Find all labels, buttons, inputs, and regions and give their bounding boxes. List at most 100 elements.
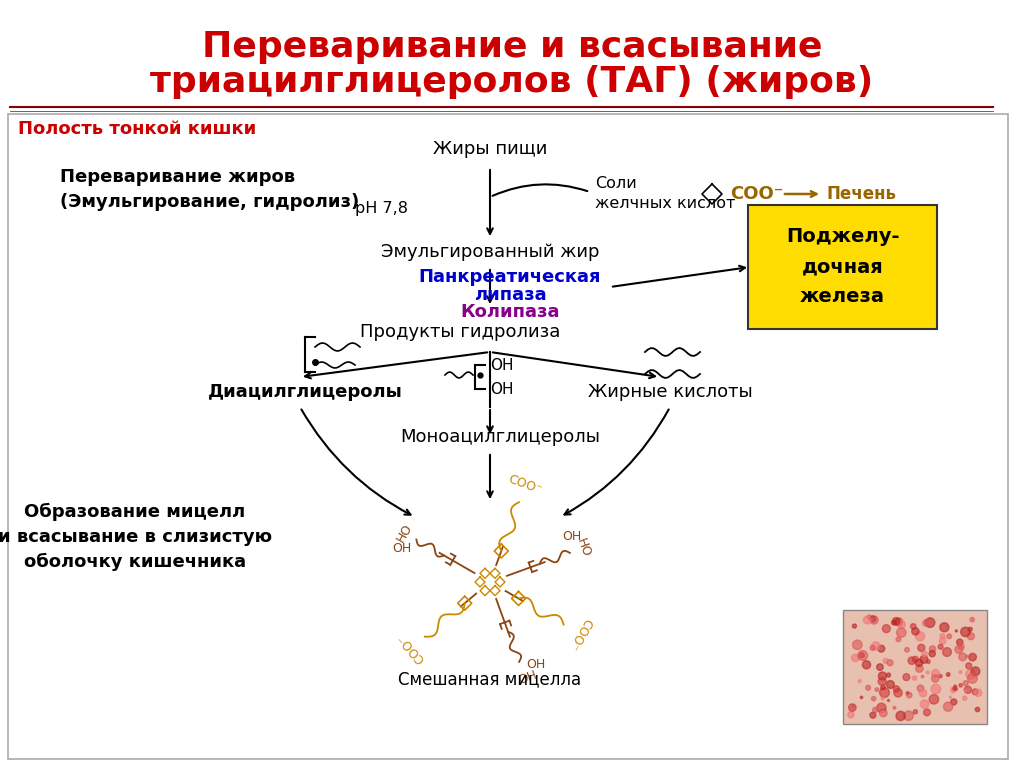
Circle shape [932, 675, 939, 682]
Circle shape [966, 670, 976, 679]
Text: pH 7,8: pH 7,8 [355, 202, 408, 216]
Circle shape [922, 676, 924, 678]
Circle shape [893, 617, 900, 625]
Circle shape [887, 673, 891, 677]
Text: HO: HO [513, 666, 536, 684]
Text: Колипаза: Колипаза [460, 303, 560, 321]
Circle shape [927, 660, 930, 663]
Text: Соли: Соли [595, 176, 637, 192]
Circle shape [896, 637, 901, 642]
Circle shape [870, 645, 876, 650]
Text: желчных кислот: желчных кислот [595, 196, 735, 212]
Circle shape [908, 657, 915, 664]
Circle shape [912, 676, 916, 680]
Text: липаза: липаза [474, 286, 547, 304]
Circle shape [853, 640, 862, 650]
Text: оболочку кишечника: оболочку кишечника [24, 553, 246, 571]
Circle shape [860, 696, 862, 699]
Circle shape [852, 705, 854, 707]
Circle shape [849, 704, 856, 711]
Circle shape [955, 646, 963, 653]
Circle shape [910, 624, 916, 629]
Circle shape [903, 673, 910, 680]
Circle shape [871, 642, 880, 650]
Circle shape [926, 671, 929, 674]
Circle shape [968, 627, 972, 631]
Circle shape [858, 650, 867, 660]
Circle shape [958, 653, 967, 660]
Circle shape [897, 628, 906, 637]
Text: и всасывание в слизистую: и всасывание в слизистую [0, 528, 272, 546]
Circle shape [955, 630, 957, 632]
Circle shape [881, 711, 885, 716]
Circle shape [975, 689, 982, 696]
Circle shape [904, 711, 913, 720]
Circle shape [893, 706, 896, 709]
Text: триацилглицеролов (ТАГ) (жиров): триацилглицеролов (ТАГ) (жиров) [151, 65, 873, 99]
Circle shape [939, 637, 946, 644]
Circle shape [970, 617, 975, 622]
Circle shape [877, 703, 886, 713]
Circle shape [880, 709, 887, 717]
Circle shape [869, 616, 876, 622]
Circle shape [852, 624, 856, 628]
Circle shape [915, 632, 925, 641]
Circle shape [878, 645, 885, 652]
Circle shape [865, 686, 870, 690]
Circle shape [872, 707, 878, 713]
Circle shape [882, 697, 884, 700]
Text: OH: OH [490, 357, 513, 373]
Circle shape [949, 696, 951, 698]
FancyBboxPatch shape [843, 610, 987, 724]
Text: Эмульгированный жир: Эмульгированный жир [381, 243, 599, 261]
Text: Панкреатическая: Панкреатическая [419, 268, 601, 286]
Text: OH: OH [490, 381, 513, 397]
Text: (Эмульгирование, гидролиз): (Эмульгирование, гидролиз) [60, 193, 359, 211]
Circle shape [920, 656, 928, 663]
Circle shape [918, 685, 924, 692]
Circle shape [966, 663, 972, 669]
Circle shape [929, 650, 935, 657]
Circle shape [880, 688, 890, 697]
Circle shape [887, 680, 894, 689]
Text: COO⁻: COO⁻ [565, 615, 594, 652]
Text: дочная: дочная [802, 258, 884, 276]
Circle shape [879, 677, 886, 686]
Circle shape [946, 673, 950, 676]
Circle shape [858, 680, 861, 683]
Circle shape [918, 644, 925, 651]
Circle shape [959, 670, 962, 673]
Circle shape [887, 660, 893, 666]
Circle shape [895, 618, 902, 626]
Circle shape [952, 687, 956, 690]
Text: железа: железа [800, 288, 885, 307]
Circle shape [938, 644, 943, 649]
Circle shape [879, 672, 887, 680]
Circle shape [920, 690, 927, 697]
Circle shape [870, 616, 879, 624]
Text: COO⁻: COO⁻ [507, 473, 544, 497]
Circle shape [953, 685, 956, 688]
FancyBboxPatch shape [748, 205, 937, 329]
Circle shape [958, 683, 963, 687]
Circle shape [971, 667, 980, 676]
Text: Полость тонкой кишки: Полость тонкой кишки [18, 120, 256, 138]
Circle shape [863, 616, 871, 624]
Circle shape [939, 674, 942, 678]
Circle shape [897, 621, 905, 628]
Circle shape [961, 627, 970, 637]
Circle shape [926, 618, 935, 627]
Circle shape [876, 688, 879, 692]
Circle shape [871, 696, 876, 701]
Text: Жиры пищи: Жиры пищи [433, 140, 547, 158]
Circle shape [969, 653, 976, 661]
Circle shape [923, 620, 930, 627]
Text: Поджелу-: Поджелу- [785, 228, 899, 246]
Text: Продукты гидролиза: Продукты гидролиза [359, 323, 560, 341]
Text: OH: OH [526, 658, 546, 671]
Circle shape [954, 687, 957, 690]
Text: COO⁻: COO⁻ [395, 630, 427, 666]
Circle shape [883, 624, 890, 633]
Circle shape [968, 633, 975, 640]
Circle shape [943, 647, 951, 657]
